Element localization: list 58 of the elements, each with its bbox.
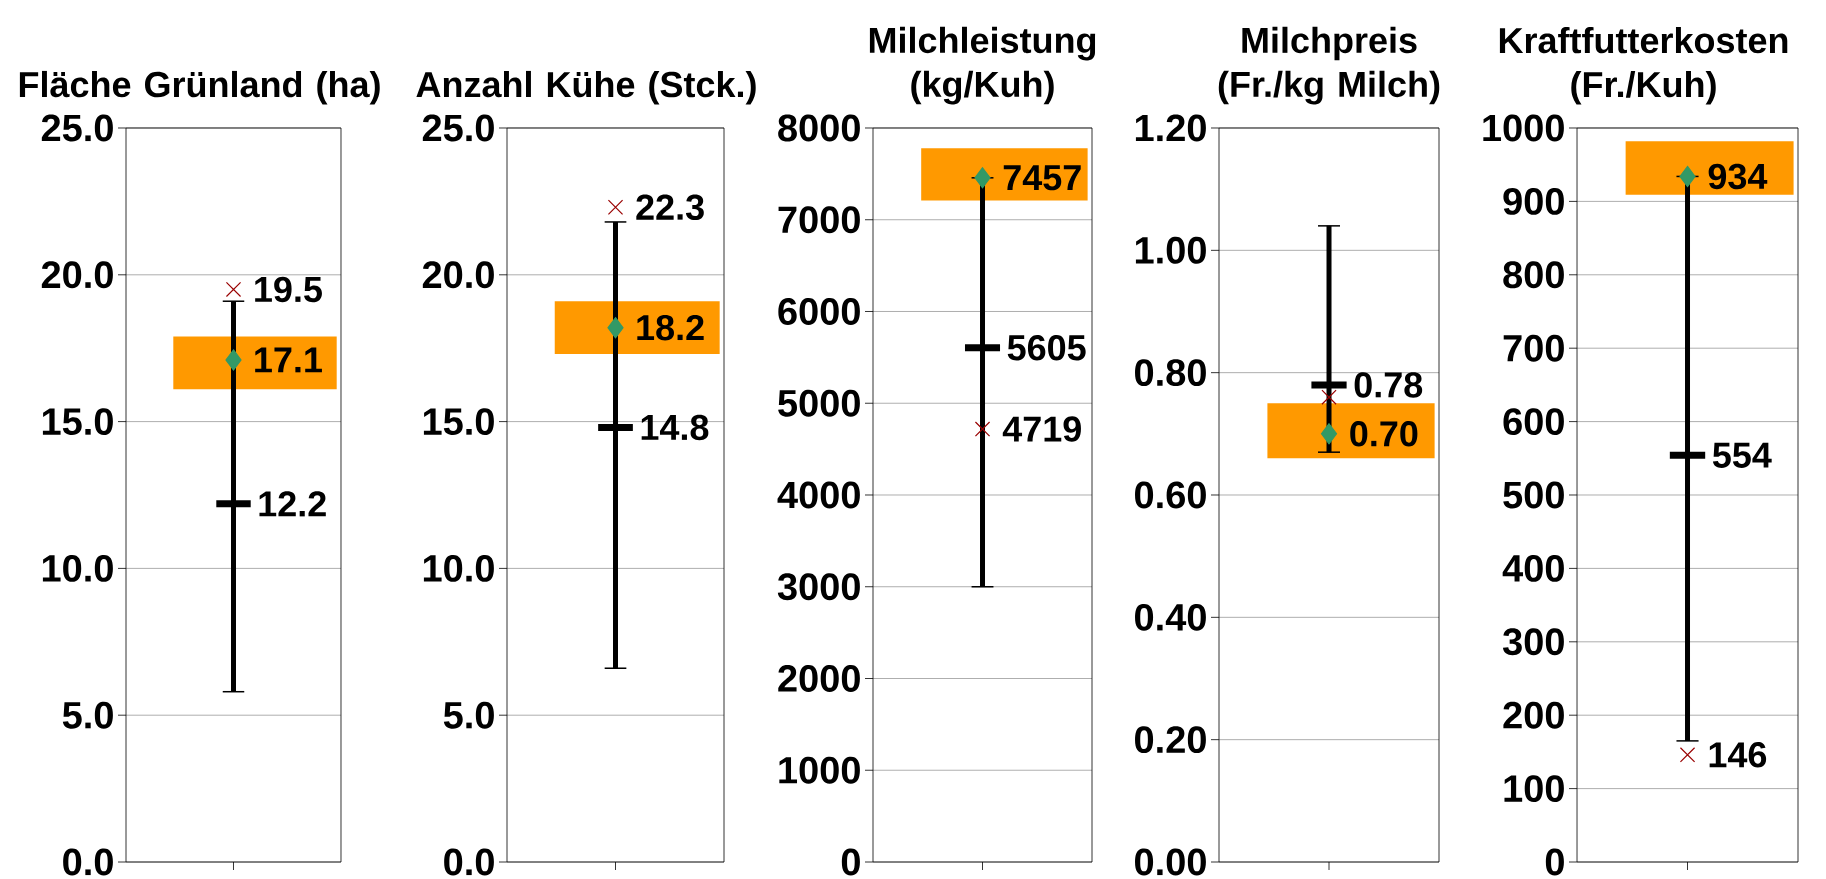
y-tick-label: 25.0 bbox=[41, 114, 113, 142]
y-tick-label: 800 bbox=[1503, 261, 1564, 289]
chart-title: Fläche Grünland (ha) bbox=[19, 70, 380, 105]
y-tick-label: 5000 bbox=[778, 389, 860, 417]
text: 14.8 bbox=[641, 414, 709, 441]
data-label: 0.70 bbox=[1350, 421, 1418, 447]
y-tick-label: 0.0 bbox=[444, 848, 494, 876]
y-tick-label: 1000 bbox=[1483, 114, 1564, 142]
y-tick-label: 20.0 bbox=[422, 261, 494, 289]
text: 5605 bbox=[1007, 335, 1086, 361]
chart-title: Anzahl Kühe (Stck.) bbox=[416, 70, 756, 105]
y-tick-label: 200 bbox=[1503, 701, 1564, 729]
y-tick-label: 900 bbox=[1503, 187, 1564, 215]
y-tick-label: 0.0 bbox=[63, 848, 113, 876]
y-tick-label: 10.0 bbox=[423, 554, 494, 582]
y-tick-label: 400 bbox=[1502, 554, 1564, 582]
y-tick-label: 0 bbox=[841, 848, 860, 876]
chart-title: Milchleistung (kg/Kuh) bbox=[869, 26, 1096, 105]
chart-title: Milchpreis (Fr./kg Milch) bbox=[1218, 26, 1440, 105]
y-tick-label: 1.00 bbox=[1135, 236, 1206, 264]
data-label: 934 bbox=[1708, 163, 1768, 190]
y-tick-label: 0.60 bbox=[1135, 481, 1206, 509]
text: 12.2 bbox=[259, 491, 326, 517]
y-tick-label: 20.0 bbox=[41, 261, 113, 289]
data-label: 146 bbox=[1709, 742, 1767, 768]
y-tick-label: 4000 bbox=[777, 481, 860, 509]
text: 554 bbox=[1712, 442, 1772, 468]
y-tick-label: 100 bbox=[1504, 775, 1564, 803]
y-tick-label: 0.00 bbox=[1135, 848, 1206, 876]
y-tick-label: 0.20 bbox=[1135, 726, 1206, 754]
y-tick-label: 700 bbox=[1503, 334, 1564, 362]
data-label: 17.1 bbox=[255, 347, 322, 373]
y-tick-label: 0.80 bbox=[1135, 359, 1206, 387]
data-label: 19.5 bbox=[255, 276, 322, 303]
chart-title: Kraftfutterkosten (Fr./Kuh) bbox=[1499, 26, 1788, 105]
y-tick-label: 500 bbox=[1503, 481, 1564, 509]
y-tick-label: 5.0 bbox=[443, 701, 494, 729]
text: 0.78 bbox=[1354, 372, 1423, 398]
data-label: 22.3 bbox=[636, 194, 704, 221]
y-tick-label: 3000 bbox=[777, 573, 860, 601]
y-tick-label: 7000 bbox=[778, 206, 860, 234]
y-tick-label: 0.40 bbox=[1135, 603, 1206, 631]
y-tick-label: 10.0 bbox=[42, 554, 113, 582]
y-tick-label: 15.0 bbox=[42, 408, 113, 436]
y-tick-label: 1000 bbox=[779, 756, 860, 784]
data-label: 4719 bbox=[1002, 416, 1081, 442]
y-tick-label: 300 bbox=[1502, 628, 1564, 656]
data-label: 7457 bbox=[1003, 165, 1081, 191]
y-tick-label: 1.20 bbox=[1135, 114, 1206, 142]
y-tick-label: 5.0 bbox=[62, 701, 113, 729]
y-tick-label: 25.0 bbox=[422, 114, 494, 142]
y-tick-label: 15.0 bbox=[423, 408, 494, 436]
y-tick-label: 600 bbox=[1503, 408, 1564, 436]
data-label: 18.2 bbox=[637, 314, 704, 341]
y-tick-label: 2000 bbox=[778, 665, 860, 692]
y-tick-label: 6000 bbox=[778, 298, 860, 325]
y-tick-label: 0 bbox=[1545, 848, 1564, 876]
y-tick-label: 8000 bbox=[778, 114, 860, 142]
